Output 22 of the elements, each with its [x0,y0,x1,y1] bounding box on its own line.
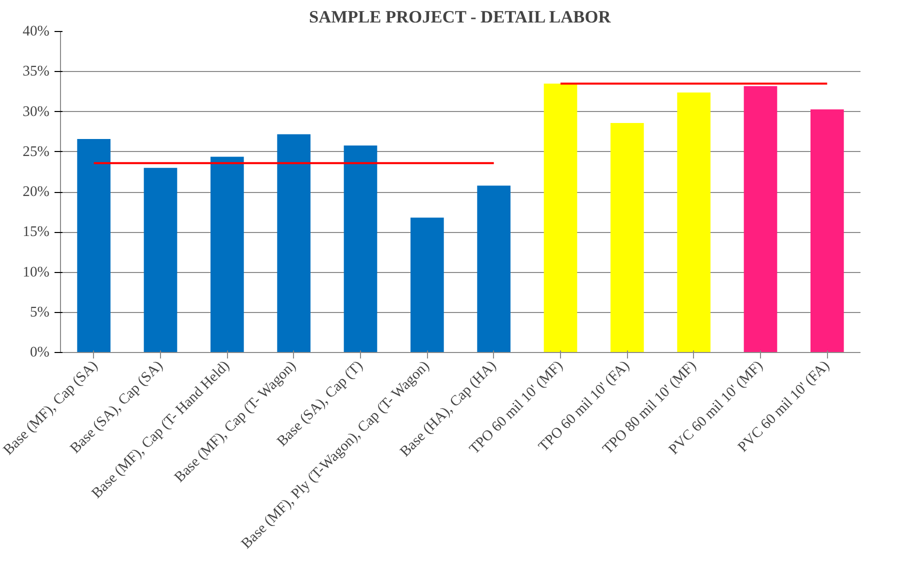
bar [810,109,844,352]
y-tick-label: 15% [22,224,50,240]
y-tick-label: 35% [22,64,50,80]
bar [744,86,778,352]
y-tick-label: 0% [30,344,50,360]
bar [410,218,444,352]
y-tick-label: 25% [22,144,50,160]
y-tick-label: 40% [22,24,50,40]
bar [277,134,310,352]
y-tick-label: 10% [22,264,50,280]
bar [544,84,578,352]
bar [210,156,244,352]
y-tick-label: 20% [22,184,50,200]
y-tick-label: 5% [30,304,50,320]
chart-title: SAMPLE PROJECT - DETAIL LABOR [309,8,612,26]
bar [344,145,378,352]
y-tick-label: 30% [22,104,50,120]
bar [144,168,178,352]
bar [677,92,710,352]
bar [477,186,510,352]
bar [77,139,110,352]
bar [610,122,644,352]
